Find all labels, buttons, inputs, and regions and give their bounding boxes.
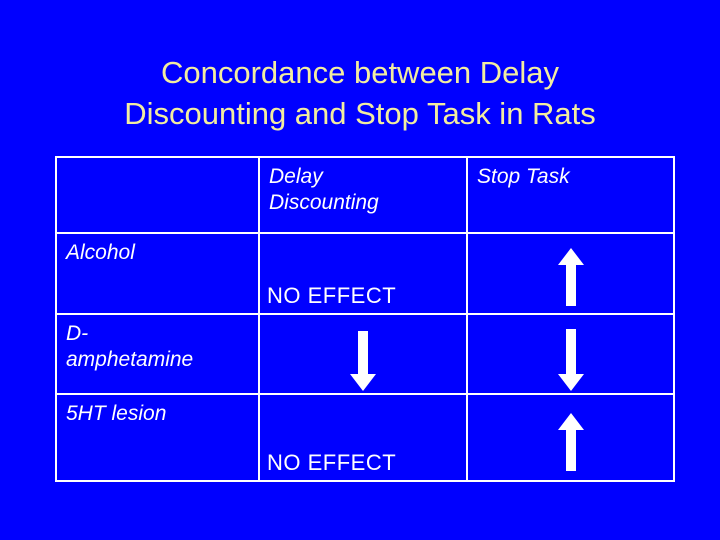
no-effect-label: NO EFFECT	[267, 283, 397, 308]
header-cell-stop-task: Stop Task	[466, 156, 675, 234]
header-cell-delay-discounting: Delay Discounting	[258, 156, 468, 234]
cell-alcohol-delay-discounting: NO EFFECT	[258, 232, 468, 315]
table-row: Alcohol NO EFFECT	[55, 232, 675, 315]
row-label-alcohol: Alcohol	[66, 241, 135, 264]
header-label-stop-task: Stop Task	[477, 165, 570, 188]
header-cell-empty	[55, 156, 260, 234]
page-title: Concordance between Delay Discounting an…	[124, 55, 596, 131]
cell-5ht-lesion-stop-task	[466, 393, 675, 482]
no-effect-label: NO EFFECT	[267, 450, 397, 475]
cell-d-amphetamine-delay-discounting	[258, 313, 468, 395]
row-label-cell-5ht-lesion: 5HT lesion	[55, 393, 260, 482]
table-row: 5HT lesion NO EFFECT	[55, 393, 675, 482]
cell-5ht-lesion-delay-discounting: NO EFFECT	[258, 393, 468, 482]
arrow-down-icon	[349, 331, 377, 391]
arrow-up-icon	[557, 248, 585, 306]
concordance-table: Delay Discounting Stop Task Alcohol NO E…	[55, 156, 675, 482]
table: Delay Discounting Stop Task Alcohol NO E…	[55, 156, 675, 482]
row-label-d-amphetamine: D- amphetamine	[66, 322, 194, 371]
cell-alcohol-stop-task	[466, 232, 675, 315]
row-label-cell-d-amphetamine: D- amphetamine	[55, 313, 260, 395]
table-row: D- amphetamine	[55, 313, 675, 395]
table-header-row: Delay Discounting Stop Task	[55, 156, 675, 234]
header-label-delay-discounting: Delay Discounting	[269, 165, 379, 214]
row-label-5ht-lesion: 5HT lesion	[66, 402, 167, 425]
cell-d-amphetamine-stop-task	[466, 313, 675, 395]
row-label-cell-alcohol: Alcohol	[55, 232, 260, 315]
arrow-down-icon	[557, 329, 585, 391]
arrow-up-icon	[557, 413, 585, 471]
